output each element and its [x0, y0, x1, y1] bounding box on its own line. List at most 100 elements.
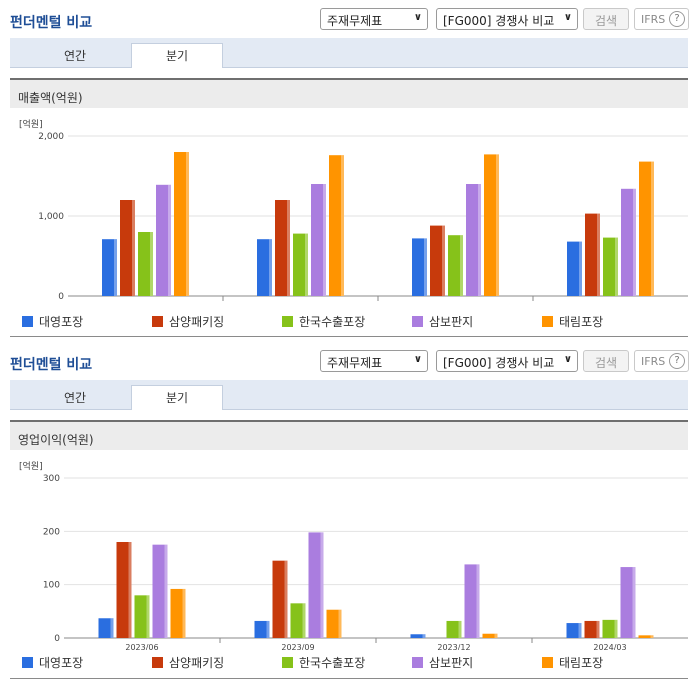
bar[interactable] [482, 633, 498, 638]
bar[interactable] [410, 634, 426, 638]
bar-highlight [651, 161, 654, 296]
legend-label: 태림포장 [559, 656, 604, 670]
legend-item[interactable]: 대영포장 [22, 313, 83, 330]
bar[interactable] [116, 542, 132, 638]
bar[interactable] [638, 635, 654, 638]
bar[interactable] [102, 239, 117, 296]
bar[interactable] [275, 200, 290, 296]
legend-swatch [412, 657, 423, 668]
bar[interactable] [138, 232, 153, 296]
tab-quarterly[interactable]: 분기 [131, 43, 223, 68]
bar-highlight [323, 184, 326, 296]
bar[interactable] [567, 241, 582, 296]
bar-highlight [458, 620, 462, 638]
bar-highlight [478, 184, 481, 296]
compare-select[interactable]: [FG000] 경쟁사 비교 ∨ [436, 350, 578, 372]
bar[interactable] [326, 609, 342, 638]
ifrs-label: IFRS [641, 13, 666, 26]
bar[interactable] [257, 239, 272, 296]
legend-item[interactable]: 태림포장 [542, 654, 603, 671]
tab-quarterly[interactable]: 분기 [131, 385, 223, 410]
bar[interactable] [566, 623, 582, 638]
bar-highlight [305, 233, 308, 296]
ifrs-label: IFRS [641, 355, 666, 368]
x-tick-label: 2023/12 [437, 643, 470, 650]
bar-highlight [182, 588, 186, 638]
bar[interactable] [620, 567, 636, 638]
tab-annual[interactable]: 연간 [63, 49, 87, 63]
search-button[interactable]: 검색 [583, 350, 629, 372]
bar[interactable] [464, 564, 480, 638]
legend-swatch [22, 657, 33, 668]
bar[interactable] [254, 620, 270, 638]
bar-highlight [186, 152, 189, 296]
bar[interactable] [308, 532, 324, 638]
bar[interactable] [602, 619, 618, 638]
compare-select-value: [FG000] 경쟁사 비교 [443, 356, 555, 370]
bar[interactable] [272, 560, 288, 638]
statement-select[interactable]: 주재무제표 ∨ [320, 8, 428, 30]
legend-item[interactable]: 삼보판지 [412, 654, 473, 671]
legend-item[interactable]: 대영포장 [22, 654, 83, 671]
compare-select-value: [FG000] 경쟁사 비교 [443, 14, 555, 28]
statement-select-value: 주재무제표 [327, 356, 383, 370]
tab-annual[interactable]: 연간 [63, 391, 87, 405]
bar-highlight [284, 560, 288, 638]
bar[interactable] [293, 233, 308, 296]
x-tick-label: 2024/03 [593, 643, 626, 650]
bar[interactable] [446, 620, 462, 638]
bar-highlight [302, 603, 306, 638]
legend-item[interactable]: 삼양패키징 [152, 313, 224, 330]
legend-swatch [282, 657, 293, 668]
bar[interactable] [603, 237, 618, 296]
legend-item[interactable]: 한국수출포장 [282, 654, 365, 671]
fundamental-panel-1: 펀더멘털 비교 주재무제표 ∨ [FG000] 경쟁사 비교 ∨ 검색 IFRS… [0, 0, 696, 337]
bar[interactable] [621, 188, 636, 296]
bar[interactable] [585, 213, 600, 296]
bar[interactable] [466, 184, 481, 296]
bar[interactable] [156, 184, 171, 296]
legend-item[interactable]: 한국수출포장 [282, 313, 365, 330]
chevron-down-icon: ∨ [563, 354, 572, 365]
fundamental-panel-2: 펀더멘털 비교 주재무제표 ∨ [FG000] 경쟁사 비교 ∨ 검색 IFRS… [0, 342, 696, 679]
y-tick-label: 300 [43, 474, 60, 484]
bar[interactable] [412, 238, 427, 296]
legend-item[interactable]: 삼보판지 [412, 313, 473, 330]
bar[interactable] [430, 225, 445, 296]
revenue-chart-svg: [억원] 0 1,000 2,000 2023/06 2023/09 2023/12 2024… [19, 118, 688, 310]
help-icon[interactable]: ? [669, 11, 685, 27]
bar[interactable] [484, 154, 499, 296]
legend-item[interactable]: 삼양패키징 [152, 654, 224, 671]
bar[interactable] [174, 152, 189, 296]
help-icon[interactable]: ? [669, 353, 685, 369]
panel-divider [10, 678, 688, 679]
bar-highlight [579, 241, 582, 296]
legend-swatch [152, 657, 163, 668]
search-button[interactable]: 검색 [583, 8, 629, 30]
bar[interactable] [152, 544, 168, 638]
legend-item[interactable]: 태림포장 [542, 313, 603, 330]
bar-highlight [422, 634, 426, 638]
bar[interactable] [584, 620, 600, 638]
bar[interactable] [98, 618, 114, 638]
bar[interactable] [311, 184, 326, 296]
statement-select[interactable]: 주재무제표 ∨ [320, 350, 428, 372]
panel-divider [10, 336, 688, 337]
bar-highlight [128, 542, 132, 638]
y-tick-label: 0 [58, 292, 64, 302]
bar-highlight [597, 213, 600, 296]
bar-highlight [632, 567, 636, 638]
bar[interactable] [448, 235, 463, 296]
bar[interactable] [329, 155, 344, 296]
bar-highlight [168, 184, 171, 296]
bar[interactable] [120, 200, 135, 296]
ifrs-button[interactable]: IFRS ? [634, 350, 689, 372]
bar[interactable] [290, 603, 306, 638]
bar[interactable] [134, 595, 150, 638]
bar[interactable] [170, 588, 186, 638]
section-title: 영업이익(억원) [10, 420, 688, 450]
y-tick-label: 200 [43, 527, 60, 537]
ifrs-button[interactable]: IFRS ? [634, 8, 689, 30]
compare-select[interactable]: [FG000] 경쟁사 비교 ∨ [436, 8, 578, 30]
bar[interactable] [639, 161, 654, 296]
